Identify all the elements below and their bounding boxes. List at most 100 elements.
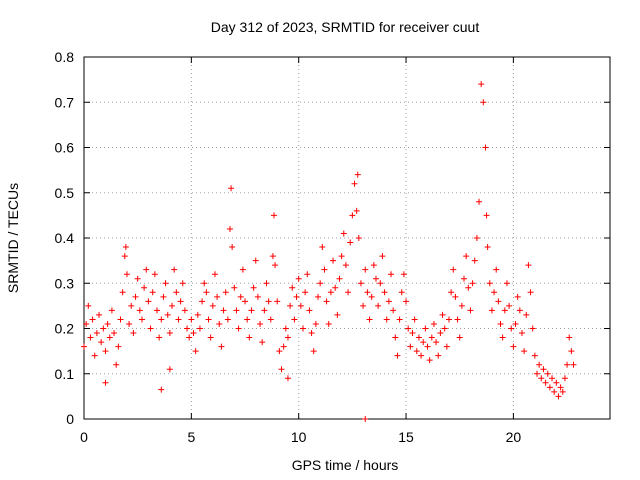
data-point [420, 339, 427, 346]
data-point [430, 320, 437, 327]
data-point [497, 320, 504, 327]
data-point [274, 298, 281, 305]
data-point [321, 266, 328, 273]
data-point [263, 280, 270, 287]
data-point [151, 271, 158, 278]
data-point [259, 339, 266, 346]
x-axis-label: GPS time / hours [292, 457, 399, 473]
data-point [375, 302, 382, 309]
chart-title: Day 312 of 2023, SRMTID for receiver cuu… [211, 19, 480, 35]
data-point [495, 298, 502, 305]
data-point [529, 325, 536, 332]
data-point [385, 298, 392, 305]
data-point [93, 330, 100, 337]
data-point [85, 302, 92, 309]
data-point [334, 311, 341, 318]
data-point [482, 144, 489, 151]
data-point [141, 284, 148, 291]
data-point [362, 416, 369, 422]
data-point [476, 198, 483, 205]
data-point [254, 293, 261, 300]
data-point [269, 253, 276, 260]
data-point [83, 320, 90, 327]
data-point [506, 302, 513, 309]
data-point [128, 302, 135, 309]
data-point [252, 257, 259, 264]
data-point [199, 298, 206, 305]
data-point [437, 330, 444, 337]
data-point [119, 289, 126, 296]
data-point [452, 293, 459, 300]
data-point [216, 320, 223, 327]
y-tick-label: 0.4 [55, 230, 75, 246]
data-point [422, 325, 429, 332]
data-point [87, 334, 94, 341]
data-point [392, 334, 399, 341]
data-point [557, 384, 564, 391]
data-point [458, 302, 465, 309]
data-point [222, 289, 229, 296]
data-point [473, 235, 480, 241]
data-point [340, 230, 347, 237]
data-point [512, 320, 519, 327]
data-point [158, 316, 165, 323]
data-point [536, 361, 543, 368]
data-point [448, 289, 455, 296]
data-point [551, 388, 558, 395]
x-tick-label: 15 [398, 429, 414, 445]
data-point [523, 311, 530, 318]
data-point [354, 171, 361, 178]
data-point [486, 280, 493, 287]
data-point [122, 244, 129, 251]
data-point [454, 316, 461, 323]
data-point [218, 343, 225, 350]
data-point [121, 253, 128, 260]
data-point [508, 325, 515, 332]
data-point [143, 266, 150, 273]
y-tick-label: 0.6 [55, 140, 75, 156]
data-point [525, 262, 532, 269]
data-point [353, 207, 360, 214]
data-point [465, 284, 472, 291]
data-point [136, 307, 143, 314]
data-point [312, 320, 319, 327]
data-point [499, 334, 506, 341]
data-point [521, 348, 528, 355]
x-tick-label: 5 [187, 429, 195, 445]
x-tick-label: 20 [506, 429, 522, 445]
data-point [289, 284, 296, 291]
plot-frame [83, 56, 611, 420]
data-point [559, 388, 566, 395]
data-point [123, 271, 130, 278]
data-point [104, 320, 111, 327]
data-point [160, 293, 167, 300]
data-point [467, 307, 474, 314]
data-point [173, 289, 180, 296]
data-point [491, 289, 498, 296]
data-point [149, 289, 156, 296]
data-point [132, 293, 139, 300]
data-point [461, 275, 468, 282]
data-point [370, 262, 377, 269]
y-axis-label: SRMTID / TECUs [5, 183, 21, 293]
data-point [248, 307, 255, 314]
data-point [570, 361, 577, 368]
data-point [433, 339, 440, 346]
data-point [194, 311, 201, 318]
data-point [156, 334, 163, 341]
data-point [351, 180, 358, 187]
data-point [409, 330, 416, 337]
data-point [330, 257, 337, 264]
data-point [113, 361, 120, 368]
data-point [100, 325, 107, 332]
data-point [228, 185, 235, 192]
data-point [388, 271, 395, 278]
data-point [272, 262, 279, 269]
data-point [91, 352, 98, 359]
data-point [287, 302, 294, 309]
data-point [484, 244, 491, 251]
data-point [379, 253, 386, 260]
data-point [164, 311, 171, 318]
data-point [166, 366, 173, 373]
data-point [366, 316, 373, 323]
